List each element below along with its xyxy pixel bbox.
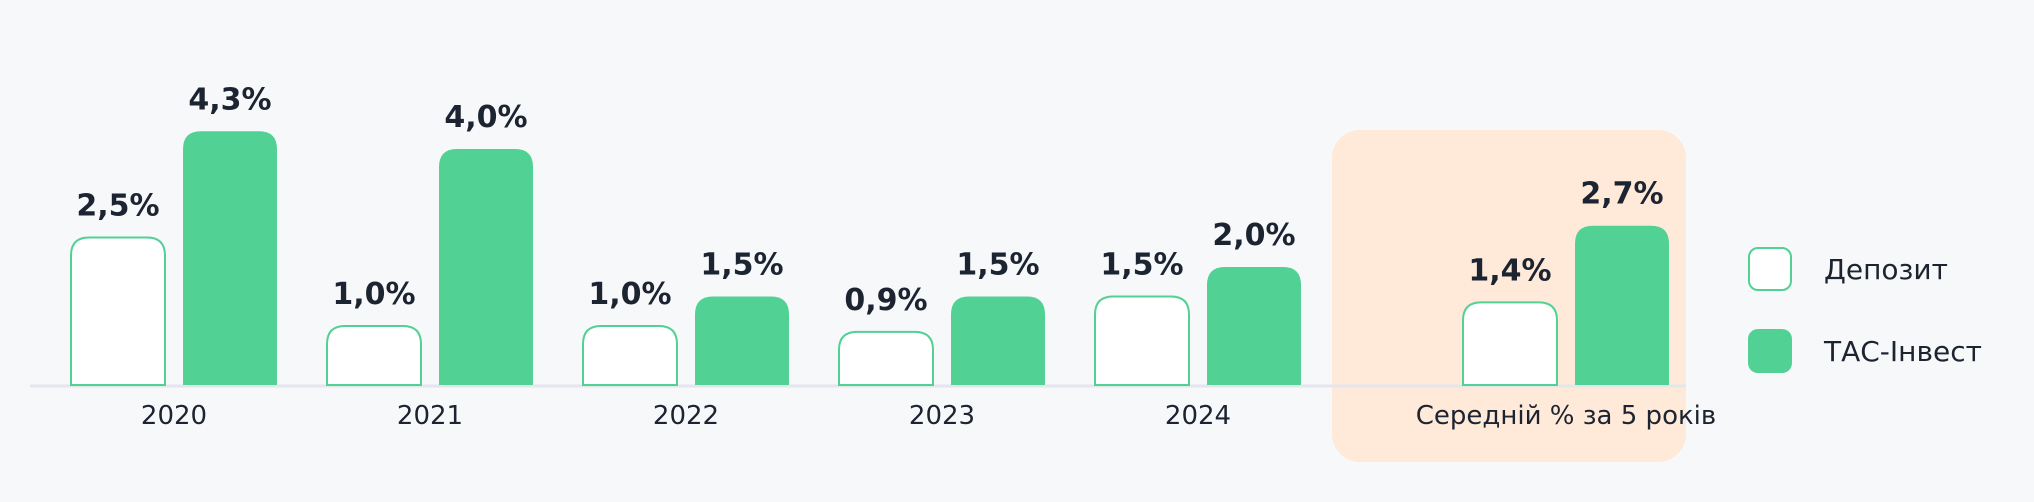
- category-label-4: 2024: [1165, 401, 1231, 431]
- data-label-tas-invest-3: 1,5%: [956, 248, 1039, 283]
- bar-tas-invest-3: [951, 296, 1045, 385]
- bar-deposit-5: [1462, 301, 1558, 386]
- data-label-tas-invest-5: 2,7%: [1580, 177, 1663, 212]
- data-label-deposit-0: 2,5%: [76, 189, 159, 224]
- legend-swatch-deposit: [1748, 247, 1792, 291]
- bar-tas-invest-1: [439, 149, 533, 385]
- bar-deposit-4: [1094, 295, 1190, 386]
- data-label-deposit-2: 1,0%: [588, 277, 671, 312]
- category-label-2: 2022: [653, 401, 719, 431]
- data-label-tas-invest-0: 4,3%: [188, 82, 271, 117]
- data-label-deposit-5: 1,4%: [1468, 253, 1551, 288]
- bar-tas-invest-4: [1207, 267, 1301, 385]
- legend-item-deposit: Депозит: [1748, 244, 1982, 294]
- bar-deposit-3: [838, 330, 934, 386]
- category-label-0: 2020: [141, 401, 207, 431]
- legend-item-tas-invest: ТАС-Інвест: [1748, 326, 1982, 376]
- category-label-5: Середній % за 5 років: [1416, 401, 1716, 431]
- data-label-deposit-1: 1,0%: [332, 277, 415, 312]
- category-label-3: 2023: [909, 401, 975, 431]
- legend-label-tas-invest: ТАС-Інвест: [1824, 334, 1982, 368]
- bar-tas-invest-5: [1575, 225, 1669, 385]
- legend-swatch-tas-invest: [1748, 329, 1792, 373]
- bar-deposit-0: [70, 236, 166, 386]
- data-label-tas-invest-4: 2,0%: [1212, 218, 1295, 253]
- legend: Депозит ТАС-Інвест: [1748, 244, 1982, 408]
- data-label-deposit-3: 0,9%: [844, 283, 927, 318]
- data-label-tas-invest-1: 4,0%: [444, 100, 527, 135]
- bar-tas-invest-0: [183, 131, 277, 385]
- bar-tas-invest-2: [695, 296, 789, 385]
- bar-deposit-1: [326, 325, 422, 386]
- category-label-1: 2021: [397, 401, 463, 431]
- legend-label-deposit: Депозит: [1824, 252, 1948, 286]
- data-label-deposit-4: 1,5%: [1100, 248, 1183, 283]
- data-label-tas-invest-2: 1,5%: [700, 248, 783, 283]
- bar-deposit-2: [582, 325, 678, 386]
